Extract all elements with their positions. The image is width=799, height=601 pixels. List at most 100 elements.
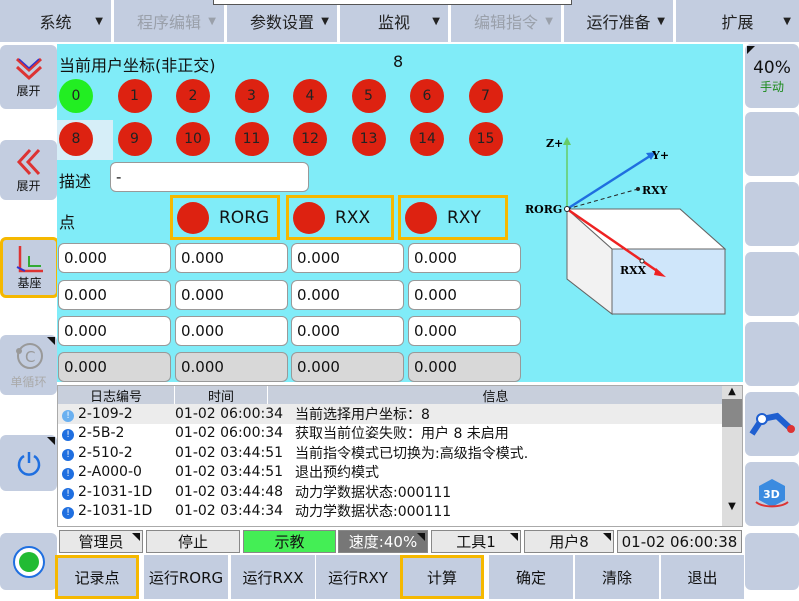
log-row[interactable]: ! 2-1031-1D 01-02 03:44:34 动力学数据状态:000111 <box>58 502 742 522</box>
value-field-1-2[interactable]: 0.000 <box>291 280 404 310</box>
log-row[interactable]: ! 2-510-2 01-02 03:44:51 当前指令模式已切换为:高级指令模式. <box>58 443 742 463</box>
log-time: 01-02 03:44:34 <box>175 503 284 520</box>
point-name: RXY <box>447 207 481 228</box>
scroll-down-icon[interactable]: ▼ <box>728 501 736 512</box>
coord-button-11[interactable]: 11 <box>234 122 269 156</box>
bottom-button-4[interactable]: 计算 <box>400 555 484 599</box>
log-row[interactable]: ! 2-1031-1D 01-02 03:44:48 动力学数据状态:000111 <box>58 482 742 502</box>
dropdown-arrow-icon: ▼ <box>783 15 791 27</box>
menu-6[interactable]: 扩展 ▼ <box>676 0 799 42</box>
value-field-0-0[interactable]: 0.000 <box>58 243 171 273</box>
3d-view-button[interactable]: 3D <box>745 462 799 526</box>
status-tool[interactable]: 工具1 <box>431 530 521 553</box>
status-speed[interactable]: 速度:40% <box>338 530 428 553</box>
robot-button[interactable] <box>745 392 799 456</box>
bottom-button-1[interactable]: 运行RORG <box>144 555 228 599</box>
right-button-3[interactable] <box>745 182 799 246</box>
power-button[interactable] <box>0 435 57 491</box>
value-field-0-1[interactable]: 0.000 <box>175 243 288 273</box>
usercoord-text: 用户8 <box>549 533 589 551</box>
single-cycle-button[interactable]: C 单循环 <box>0 335 57 395</box>
coord-button-7[interactable]: 7 <box>468 79 503 113</box>
status-usercoord[interactable]: 用户8 <box>524 530 614 553</box>
status-user[interactable]: 管理员 <box>59 530 143 553</box>
coord-button-6[interactable]: 6 <box>410 79 444 113</box>
point-indicator <box>293 201 325 234</box>
scroll-thumb[interactable] <box>722 399 742 427</box>
info-icon: ! <box>62 409 74 422</box>
status-led-button[interactable] <box>0 533 57 590</box>
green-led-icon <box>12 545 45 578</box>
menu-3[interactable]: 监视 ▼ <box>340 0 448 42</box>
value-field-2-1[interactable]: 0.000 <box>175 316 288 346</box>
coord-button-15[interactable]: 15 <box>468 122 503 156</box>
base-coord-icon <box>16 246 43 273</box>
log-row[interactable]: ! 2-109-2 01-02 06:00:34 当前选择用户坐标：8 <box>58 404 742 424</box>
point-rxy[interactable]: RXY <box>398 195 508 240</box>
log-scrollbar[interactable]: ▲ ▼ <box>722 386 742 526</box>
coord-button-14[interactable]: 14 <box>410 122 444 156</box>
dropdown-arrow-icon: ▼ <box>657 15 665 27</box>
coord-button-2[interactable]: 2 <box>176 79 210 113</box>
bottom-button-3[interactable]: 运行RXY <box>316 555 400 599</box>
coord-button-3[interactable]: 3 <box>234 79 269 113</box>
point-name: RXX <box>335 207 371 228</box>
log-info: 获取当前位姿失败：用户 8 未启用 <box>295 426 509 443</box>
coord-button-1[interactable]: 1 <box>117 79 152 113</box>
bottom-button-2[interactable]: 运行RXX <box>231 555 315 599</box>
value-field-2-2[interactable]: 0.000 <box>291 316 404 346</box>
coord-button-4[interactable]: 4 <box>293 79 327 113</box>
speed-mode-button[interactable]: 40% 手动 <box>745 44 799 108</box>
coord-button-8[interactable]: 8 <box>59 122 93 156</box>
coord-button-5[interactable]: 5 <box>351 79 386 113</box>
right-button-5[interactable] <box>745 322 799 386</box>
value-field-0-2[interactable]: 0.000 <box>291 243 404 273</box>
bottom-button-7[interactable]: 退出 <box>661 555 744 599</box>
log-time: 01-02 03:44:48 <box>175 483 284 500</box>
point-rxx[interactable]: RXX <box>286 195 394 240</box>
value-field-1-3[interactable]: 0.000 <box>408 280 521 310</box>
value-field-3-0: 0.000 <box>58 352 171 382</box>
value-field-0-3[interactable]: 0.000 <box>408 243 521 273</box>
coord-button-9[interactable]: 9 <box>117 122 152 156</box>
bottom-button-5[interactable]: 确定 <box>489 555 573 599</box>
desc-input[interactable]: - <box>110 162 309 192</box>
menu-5[interactable]: 运行准备 ▼ <box>564 0 673 42</box>
coord-button-10[interactable]: 10 <box>176 122 210 156</box>
right-button-8[interactable] <box>745 533 799 590</box>
coord-button-0[interactable]: 0 <box>59 79 93 113</box>
expand-button-2[interactable]: 展开 <box>0 140 57 200</box>
coord-button-12[interactable]: 12 <box>293 122 327 156</box>
svg-text:C: C <box>25 348 35 366</box>
expand-button-1[interactable]: 展开 <box>0 45 57 109</box>
menu-label: 系统 <box>39 13 72 32</box>
right-button-4[interactable] <box>745 252 799 316</box>
log-time: 01-02 06:00:34 <box>175 425 284 442</box>
menu-2[interactable]: 参数设置 ▼ <box>227 0 337 42</box>
log-row[interactable]: ! 2-A000-0 01-02 03:44:51 退出预约模式 <box>58 463 742 483</box>
log-info: 当前选择用户坐标：8 <box>295 406 430 423</box>
bottom-button-0[interactable]: 记录点 <box>55 555 139 599</box>
value-field-1-0[interactable]: 0.000 <box>58 280 171 310</box>
base-button[interactable]: 基座 <box>0 237 59 298</box>
menu-1[interactable]: 程序编辑 ▼ <box>114 0 224 42</box>
value-field-2-3[interactable]: 0.000 <box>408 316 521 346</box>
value-field-1-1[interactable]: 0.000 <box>175 280 288 310</box>
value-field-2-0[interactable]: 0.000 <box>58 316 171 346</box>
status-run: 停止 <box>146 530 240 553</box>
log-id: 2-109-2 <box>78 405 133 422</box>
menu-0[interactable]: 系统 ▼ <box>0 0 111 42</box>
coord-button-13[interactable]: 13 <box>351 122 386 156</box>
point-rorg[interactable]: RORG <box>170 195 280 240</box>
rxy-label: RXY <box>642 184 668 197</box>
y-axis-label: Y+ <box>651 149 669 162</box>
log-row[interactable]: ! 2-5B-2 01-02 06:00:34 获取当前位姿失败：用户 8 未启用 <box>58 424 742 444</box>
bottom-button-6[interactable]: 清除 <box>575 555 659 599</box>
scroll-up-icon[interactable]: ▲ <box>728 386 736 397</box>
value-field-3-2: 0.000 <box>291 352 404 382</box>
value-field-3-1: 0.000 <box>175 352 288 382</box>
menu-4[interactable]: 编辑指令 ▼ <box>451 0 561 42</box>
chevron-down-icon <box>15 57 42 80</box>
cycle-label: 单循环 <box>10 374 47 389</box>
right-button-2[interactable] <box>745 112 799 176</box>
